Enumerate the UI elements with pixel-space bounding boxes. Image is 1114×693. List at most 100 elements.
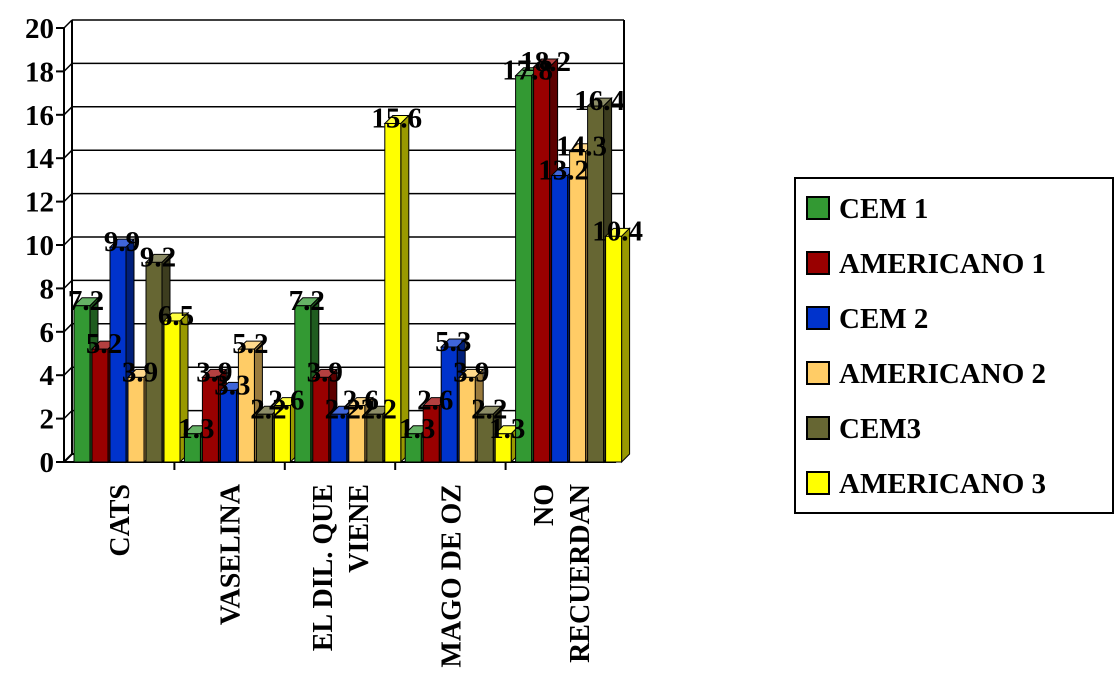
gridline-diagonal xyxy=(63,149,73,159)
bar-front xyxy=(404,433,422,463)
data-label: 1.3 xyxy=(178,413,214,445)
y-tick-label: 20 xyxy=(25,13,54,45)
legend-label: CEM 2 xyxy=(839,303,928,335)
bar-front xyxy=(494,433,512,463)
bar-front xyxy=(273,405,291,463)
bar-front xyxy=(569,151,587,463)
bar-front xyxy=(515,75,533,463)
legend-item: CEM 1 xyxy=(806,193,928,225)
gridline-diagonal xyxy=(63,193,73,203)
data-label: 2.2 xyxy=(325,393,361,425)
data-label: 3.9 xyxy=(196,356,232,388)
data-label: 9.2 xyxy=(140,241,176,273)
floor-left-edge xyxy=(63,453,73,463)
legend-swatch xyxy=(806,306,830,330)
bar-front xyxy=(255,413,273,463)
x-category-label: MAGO DE OZ xyxy=(436,484,467,668)
data-label: 6.5 xyxy=(158,300,194,332)
bar-side xyxy=(400,114,410,464)
legend-item: AMERICANO 1 xyxy=(806,248,1046,280)
bar xyxy=(457,368,485,464)
data-label: 2.6 xyxy=(343,385,379,417)
data-labels: 7.25.29.93.99.26.51.33.93.35.22.22.67.23… xyxy=(68,46,643,445)
data-label: 2.6 xyxy=(417,385,453,417)
data-label: 2.2 xyxy=(361,393,397,425)
bar-side xyxy=(621,227,631,464)
bars xyxy=(72,57,631,464)
legend-swatch xyxy=(806,196,830,220)
data-label: 3.9 xyxy=(453,356,489,388)
bar-front xyxy=(163,320,181,463)
y-axis-ticks: 0 2 4 6 8 10 12 14 16 18 20 xyxy=(25,13,64,479)
bar-front xyxy=(91,348,109,463)
gridline-diagonal xyxy=(63,279,73,289)
bar-front xyxy=(145,261,163,463)
x-category-label: CATS xyxy=(105,484,136,557)
legend-item: CEM 2 xyxy=(806,303,928,335)
legend-swatch xyxy=(806,471,830,495)
data-label: 5.2 xyxy=(232,328,268,360)
bar-front xyxy=(533,66,551,463)
bar-front xyxy=(551,175,569,463)
y-tick-label: 4 xyxy=(40,360,55,392)
bar-front xyxy=(109,246,127,463)
y-tick-label: 14 xyxy=(25,143,54,175)
gridline-diagonal xyxy=(63,236,73,246)
gridline-diagonal xyxy=(63,62,73,72)
x-axis-categories: CATS VASELINA EL DIL. QUE VIENE MAGO DE OZ NO… xyxy=(105,483,596,667)
bar-front xyxy=(183,433,201,463)
data-label: 3.3 xyxy=(214,369,250,401)
data-label: 3.9 xyxy=(122,356,158,388)
data-label: 17.8 xyxy=(502,55,553,87)
data-label: 13.2 xyxy=(538,155,589,187)
data-label: 2.2 xyxy=(471,393,507,425)
data-label: 2.6 xyxy=(268,385,304,417)
y-tick-label: 16 xyxy=(25,100,54,132)
legend-swatch xyxy=(806,251,830,275)
x-category-label: VASELINA xyxy=(216,483,247,625)
legend-label: CEM 1 xyxy=(839,193,928,225)
data-label: 18.2 xyxy=(520,46,571,78)
bar-front xyxy=(422,405,440,463)
bar xyxy=(604,227,631,464)
x-category-label: EL DIL. QUE xyxy=(308,484,339,651)
bar-front xyxy=(312,376,330,463)
legend-label: AMERICANO 1 xyxy=(839,248,1046,280)
x-category-label: NO xyxy=(529,484,560,526)
y-tick-label: 10 xyxy=(25,230,54,262)
legend-item: AMERICANO 2 xyxy=(806,358,1046,390)
bar xyxy=(383,114,411,464)
bar-front xyxy=(384,122,402,463)
bar-front xyxy=(476,413,494,463)
data-label: 14.3 xyxy=(556,131,607,163)
bar-front xyxy=(201,376,219,463)
data-label: 5.2 xyxy=(86,328,122,360)
data-label: 1.3 xyxy=(399,413,435,445)
data-label: 3.9 xyxy=(307,356,343,388)
bar-front xyxy=(366,413,384,463)
legend-label: AMERICANO 3 xyxy=(839,468,1046,500)
bar-front xyxy=(73,305,91,463)
bar-front xyxy=(330,413,348,463)
data-label: 2.2 xyxy=(250,393,286,425)
gridline-diagonal xyxy=(63,323,73,333)
gridline-diagonal xyxy=(63,19,73,29)
bar-front xyxy=(587,105,605,463)
y-tick-label: 2 xyxy=(40,404,55,436)
data-label: 16.4 xyxy=(574,85,625,117)
legend-item: AMERICANO 3 xyxy=(806,468,1046,500)
legend-swatch xyxy=(806,361,830,385)
bar-front xyxy=(458,376,476,463)
gridline-diagonal xyxy=(63,410,73,420)
bar-front xyxy=(440,346,458,463)
x-category-label: VIENE xyxy=(344,484,375,573)
bar xyxy=(162,311,190,464)
y-tick-label: 18 xyxy=(25,56,54,88)
data-label: 7.2 xyxy=(68,285,104,317)
y-tick-label: 12 xyxy=(25,187,54,219)
legend-swatch xyxy=(806,416,830,440)
legend-label: AMERICANO 2 xyxy=(839,358,1046,390)
legend-label: CEM3 xyxy=(839,413,921,445)
bar-front xyxy=(294,305,312,463)
x-category-label: RECUERDAN xyxy=(565,484,596,663)
